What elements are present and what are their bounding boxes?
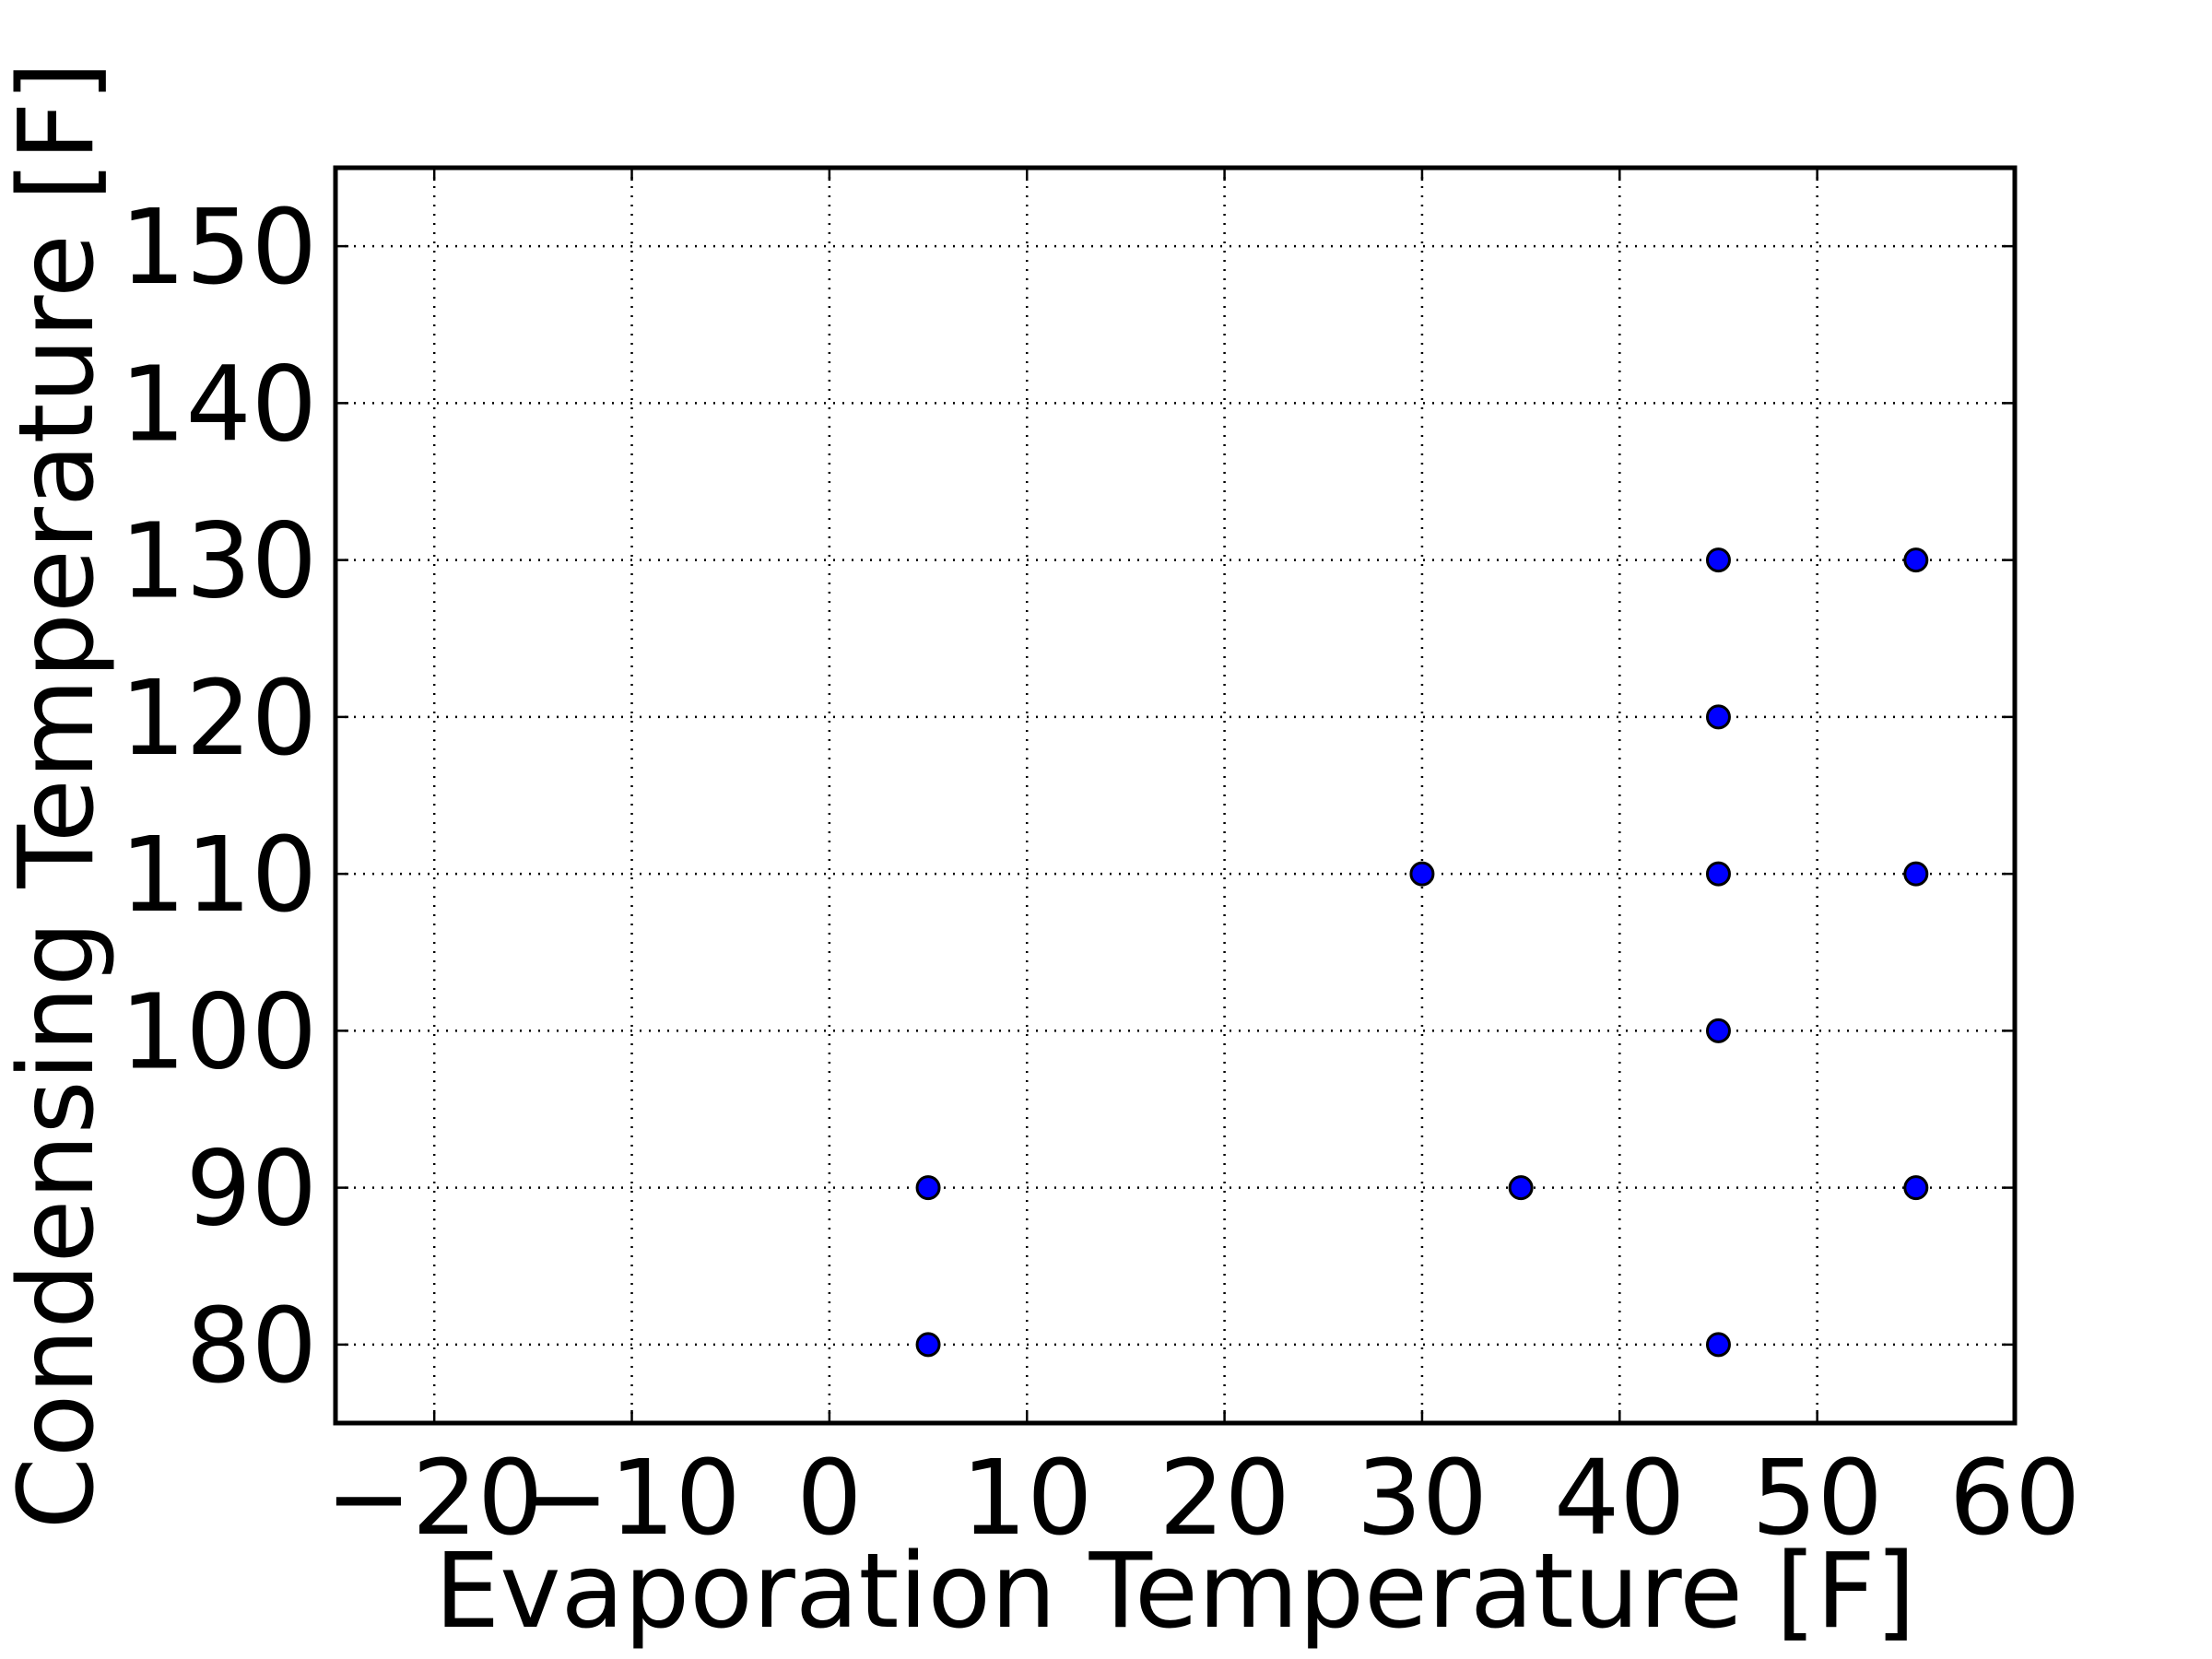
x-tick-label: 0 — [796, 1439, 862, 1559]
tick-marks — [335, 168, 2017, 1423]
x-tick-label: 60 — [1949, 1439, 2081, 1559]
data-point — [1903, 547, 1929, 573]
data-point — [1409, 861, 1435, 887]
y-tick-labels: 80 90 100 110 120 130 140 150 — [120, 188, 317, 1406]
data-point — [1508, 1175, 1534, 1201]
y-tick-label: 150 — [120, 188, 317, 308]
data-points — [915, 547, 1929, 1358]
y-tick-label: 100 — [120, 972, 317, 1092]
y-tick-label: 120 — [120, 659, 317, 779]
x-tick-labels: −20−10 0 10 20 30 40 50 60 — [325, 1439, 2080, 1559]
data-point — [1705, 861, 1731, 887]
data-point — [1705, 704, 1731, 730]
plot-frame — [333, 165, 2018, 1426]
x-tick-label: 50 — [1751, 1439, 1883, 1559]
x-tick-label: −20 — [325, 1439, 543, 1559]
x-tick-label: 10 — [961, 1439, 1093, 1559]
y-tick-label: 90 — [185, 1130, 317, 1250]
data-point — [915, 1332, 941, 1358]
data-point — [1705, 1332, 1731, 1358]
data-point — [1903, 1175, 1929, 1201]
y-tick-label: 110 — [120, 816, 317, 935]
x-tick-label: −10 — [523, 1439, 740, 1559]
x-axis-title: Evaporation Temperature [F] — [435, 1532, 1916, 1652]
data-point — [1705, 547, 1731, 573]
data-point — [915, 1175, 941, 1201]
x-tick-label: 30 — [1357, 1439, 1488, 1559]
data-point — [1903, 861, 1929, 887]
y-axis-title: Condensing Temperature [F] — [0, 62, 117, 1530]
data-point — [1705, 1018, 1731, 1043]
y-tick-label: 130 — [120, 502, 317, 622]
x-tick-label: 40 — [1554, 1439, 1686, 1559]
y-tick-label: 140 — [120, 345, 317, 465]
grid — [335, 168, 2015, 1423]
y-tick-label: 80 — [185, 1287, 317, 1406]
x-tick-label: 20 — [1159, 1439, 1290, 1559]
